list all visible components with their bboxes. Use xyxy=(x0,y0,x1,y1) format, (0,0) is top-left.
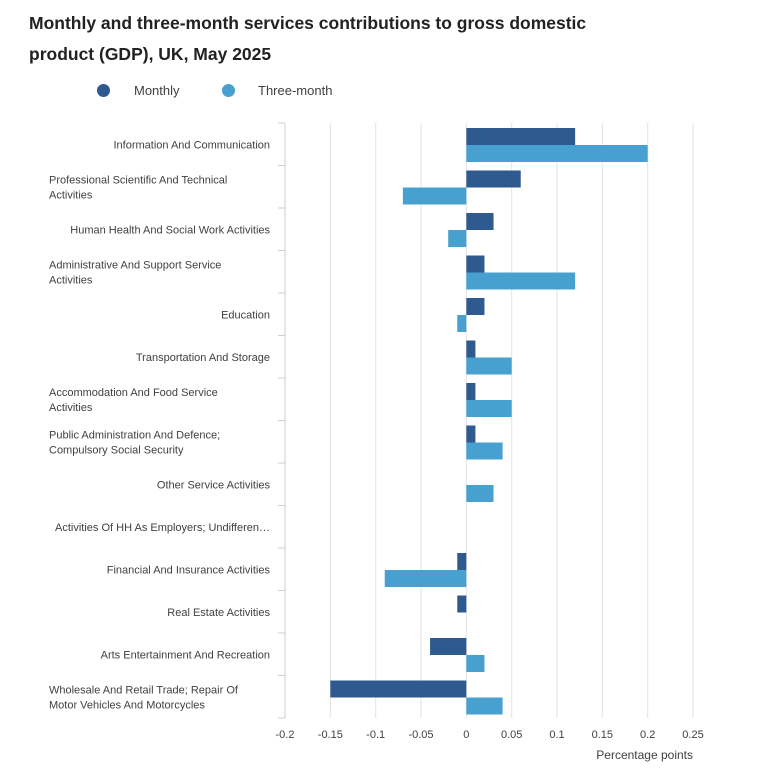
x-axis-title: Percentage points xyxy=(596,748,693,762)
x-tick-label: 0.25 xyxy=(682,729,703,741)
bar-monthly xyxy=(430,638,467,655)
bar-monthly xyxy=(466,170,521,188)
bars xyxy=(330,128,648,715)
category-labels: Information And Communication Professiona… xyxy=(49,139,271,711)
category-label-line: Accommodation And Food Service xyxy=(49,387,218,399)
category-label-line: Activities xyxy=(49,274,93,286)
bar-three-month xyxy=(466,400,512,417)
bar-three-month xyxy=(466,145,648,162)
category-label: Other Service Activities xyxy=(157,479,271,491)
bar-three-month xyxy=(448,230,467,247)
category-label: Arts Entertainment And Recreation xyxy=(101,649,270,661)
category-label: Information And Communication xyxy=(113,139,270,151)
category-label: Transportation And Storage xyxy=(136,352,270,364)
legend-monthly-marker xyxy=(97,84,110,97)
bar-monthly xyxy=(466,255,485,273)
chart-title: Monthly and three-month services contrib… xyxy=(29,13,587,64)
bar-monthly xyxy=(466,128,576,145)
bar-three-month xyxy=(384,570,467,587)
bar-monthly xyxy=(466,425,476,443)
x-tick-label: 0.15 xyxy=(592,729,613,741)
category-label-line: Compulsory Social Security xyxy=(49,444,184,456)
category-label: Human Health And Social Work Activities xyxy=(70,224,270,236)
bar-monthly xyxy=(466,298,485,315)
bar-monthly xyxy=(466,213,494,230)
legend-monthly-label: Monthly xyxy=(134,83,180,98)
category-label-line: Activities xyxy=(49,189,93,201)
bar-monthly xyxy=(457,553,467,570)
x-tick-label: 0.2 xyxy=(640,729,655,741)
category-label: Education xyxy=(221,309,270,321)
bar-monthly xyxy=(330,680,467,698)
category-label: Wholesale And Retail Trade; Repair Of Mot… xyxy=(49,684,239,711)
legend: Monthly Three-month xyxy=(0,80,500,104)
bar-monthly xyxy=(457,595,467,613)
x-tick-label: 0.05 xyxy=(501,729,522,741)
x-tick-label: -0.15 xyxy=(318,729,343,741)
category-label: Financial And Insurance Activities xyxy=(107,564,271,576)
category-label-line: Activities xyxy=(49,402,93,414)
bar-three-month xyxy=(402,187,467,205)
x-tick-label: -0.2 xyxy=(276,729,295,741)
bar-three-month xyxy=(466,485,494,502)
category-label: Activities Of HH As Employers; Undiffere… xyxy=(55,522,270,534)
category-label: Administrative And Support Service Activi… xyxy=(49,259,221,286)
gridlines xyxy=(278,122,694,719)
x-tick-label: -0.1 xyxy=(366,729,385,741)
category-label-line: Motor Vehicles And Motorcycles xyxy=(49,699,205,711)
bar-three-month xyxy=(466,655,485,672)
bar-three-month xyxy=(466,272,576,290)
category-label: Public Administration And Defence; Compul… xyxy=(49,429,220,456)
legend-three-month-label: Three-month xyxy=(258,83,333,98)
x-tick-label: -0.05 xyxy=(408,729,433,741)
bar-three-month xyxy=(457,315,467,332)
bar-monthly xyxy=(466,340,476,358)
category-label-line: Administrative And Support Service xyxy=(49,259,221,271)
category-label: Accommodation And Food Service Activities xyxy=(49,387,218,414)
category-label: Professional Scientific And Technical Act… xyxy=(49,174,227,201)
category-label-line: Public Administration And Defence; xyxy=(49,429,220,441)
bar-three-month xyxy=(466,442,503,460)
bar-monthly xyxy=(466,383,476,400)
category-label-line: Professional Scientific And Technical xyxy=(49,174,227,186)
x-axis-ticks: -0.2 -0.15 -0.1 -0.05 0 0.05 0.1 0.15 0.2 0.25 xyxy=(276,729,704,741)
legend-three-month-marker xyxy=(222,84,235,97)
x-tick-label: 0 xyxy=(463,729,469,741)
category-label-line: Wholesale And Retail Trade; Repair Of xyxy=(49,684,239,696)
x-tick-label: 0.1 xyxy=(549,729,564,741)
category-label: Real Estate Activities xyxy=(167,607,270,619)
bar-three-month xyxy=(466,357,512,375)
bar-three-month xyxy=(466,697,503,715)
